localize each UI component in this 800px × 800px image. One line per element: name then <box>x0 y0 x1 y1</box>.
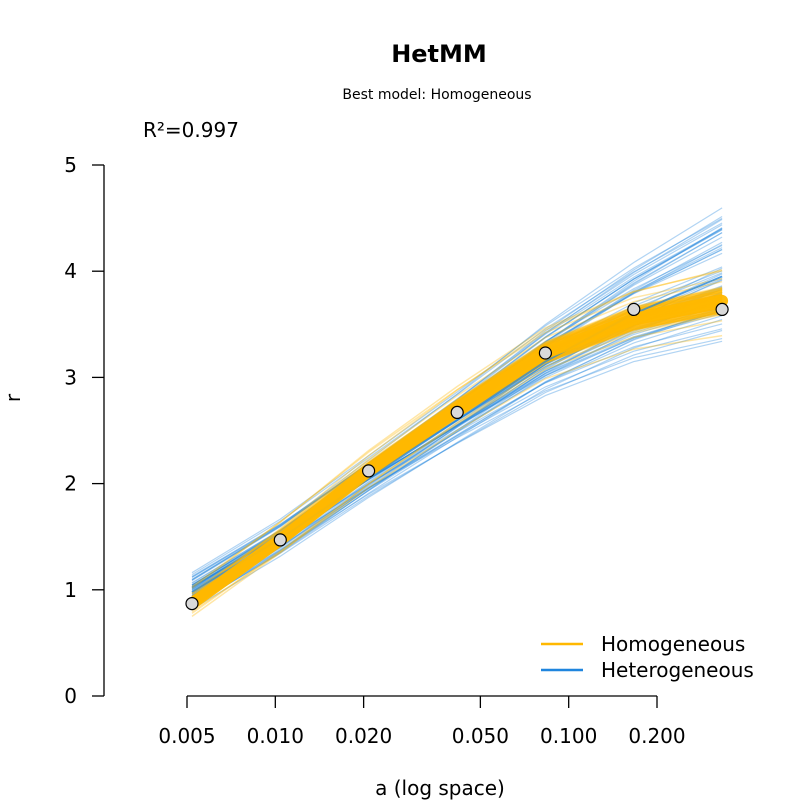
heterogeneous-simulation-line <box>191 222 723 576</box>
y-tick-label: 4 <box>64 259 77 283</box>
homogeneous-simulation-line <box>191 313 723 618</box>
legend: Homogeneous Heterogeneous <box>541 632 754 682</box>
homogeneous-simulation-line <box>191 308 723 606</box>
homogeneous-simulation-line <box>191 280 723 597</box>
homogeneous-simulation-line <box>191 334 723 613</box>
homogeneous-simulation-line <box>191 312 723 609</box>
observed-points <box>185 302 729 611</box>
x-tick-label: 0.010 <box>247 724 304 748</box>
r-squared-annotation: R²=0.997 <box>143 118 239 142</box>
heterogeneous-simulation-line <box>191 318 723 610</box>
y-axis-label: r <box>1 393 25 402</box>
homogeneous-simulation-line <box>191 309 723 608</box>
y-tick-label: 1 <box>64 578 77 602</box>
heterogeneous-simulation-line <box>191 207 723 581</box>
x-tick-label: 0.020 <box>335 724 392 748</box>
homogeneous-simulation-line <box>191 312 723 609</box>
homogeneous-simulation-line <box>191 311 723 608</box>
heterogeneous-simulation-line <box>191 217 723 574</box>
homogeneous-simulation-line <box>191 308 723 609</box>
heterogeneous-simulation-line <box>191 307 723 607</box>
heterogeneous-simulation-line <box>191 340 723 603</box>
x-tick-label: 0.100 <box>540 724 597 748</box>
observed-point <box>715 302 729 316</box>
y-tick-label: 3 <box>64 365 77 389</box>
homogeneous-simulation-line <box>191 307 723 608</box>
chart-title: HetMM <box>391 40 487 68</box>
homogeneous-simulation-line <box>191 319 723 614</box>
observed-point <box>450 405 464 419</box>
homogeneous-simulation-line <box>191 309 723 606</box>
observed-point <box>185 596 199 611</box>
chart-subtitle: Best model: Homogeneous <box>342 87 531 103</box>
homogeneous-simulation-line <box>191 309 723 610</box>
heterogeneous-simulation-line <box>191 228 723 581</box>
homogeneous-simulation-line <box>191 311 723 610</box>
y-tick-label: 2 <box>64 472 77 496</box>
heterogeneous-simulation-line <box>191 224 723 582</box>
homogeneous-simulation-line <box>191 277 723 588</box>
observed-point <box>273 533 287 547</box>
y-axis: 0 1 2 3 4 5 <box>64 153 105 708</box>
heterogeneous-simulation-line <box>191 298 723 602</box>
heterogeneous-simulation-line <box>191 288 723 606</box>
homogeneous-simulation-line <box>191 300 723 607</box>
legend-label-homogeneous: Homogeneous <box>601 632 745 656</box>
homogeneous-simulation-line <box>191 270 723 589</box>
x-axis: 0.005 0.010 0.020 0.050 0.100 0.200 <box>158 695 686 748</box>
homogeneous-simulation-line <box>191 304 723 607</box>
homogeneous-simulation-line <box>191 312 723 608</box>
heterogeneous-simulation-line <box>191 309 723 603</box>
homogeneous-simulation-line <box>191 311 723 610</box>
y-tick-label: 5 <box>64 153 77 177</box>
heterogeneous-simulation-line <box>191 215 723 586</box>
x-tick-label: 0.050 <box>452 724 509 748</box>
homogeneous-simulation-line <box>191 313 723 610</box>
homogeneous-simulation-line <box>191 269 723 597</box>
observed-point <box>362 464 376 478</box>
x-tick-label: 0.200 <box>628 724 685 748</box>
x-axis-label: a (log space) <box>375 776 505 800</box>
legend-label-heterogeneous: Heterogeneous <box>601 658 754 682</box>
observed-point <box>538 346 553 360</box>
x-tick-label: 0.005 <box>158 724 215 748</box>
observed-point <box>627 302 641 316</box>
heterogeneous-simulation-line <box>191 329 723 607</box>
y-tick-label: 0 <box>64 684 77 708</box>
